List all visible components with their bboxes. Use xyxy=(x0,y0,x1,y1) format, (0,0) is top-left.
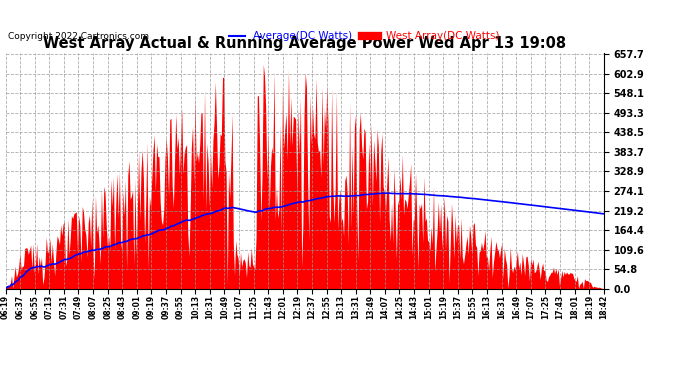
Text: Copyright 2022 Cartronics.com: Copyright 2022 Cartronics.com xyxy=(8,32,149,41)
Legend: Average(DC Watts), West Array(DC Watts): Average(DC Watts), West Array(DC Watts) xyxy=(225,27,504,45)
Title: West Array Actual & Running Average Power Wed Apr 13 19:08: West Array Actual & Running Average Powe… xyxy=(43,36,566,51)
